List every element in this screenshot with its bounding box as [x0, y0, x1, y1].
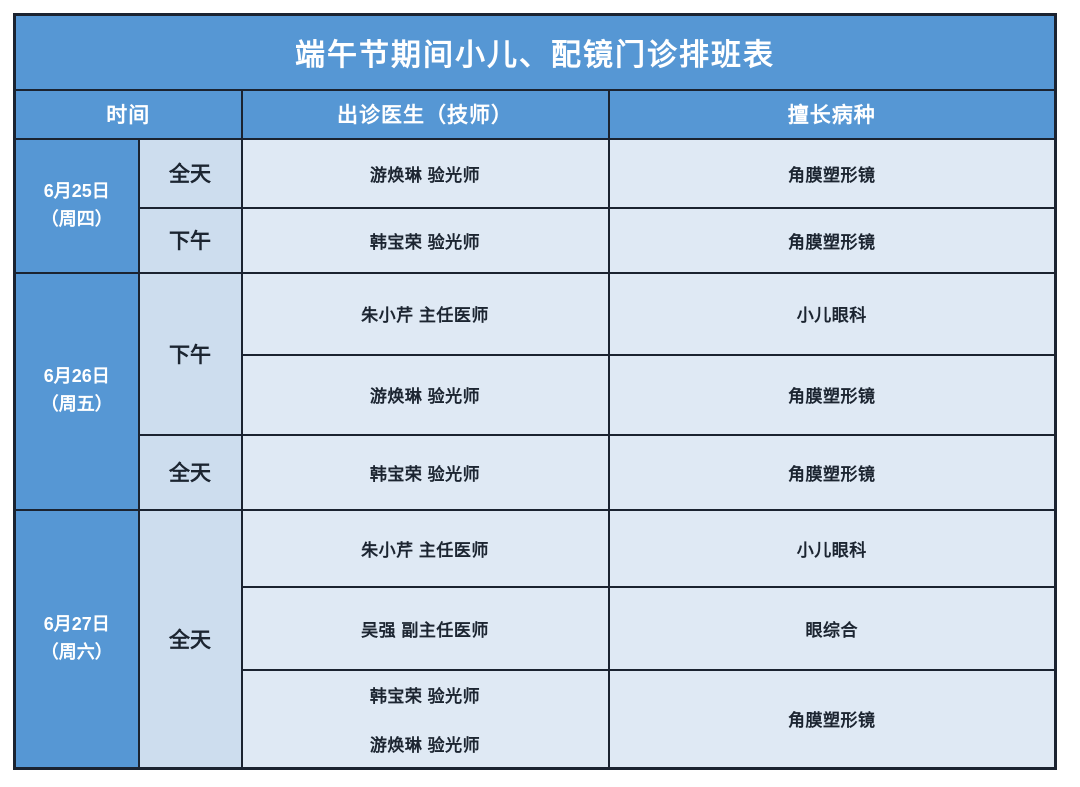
date-line2: （周四） — [40, 208, 113, 229]
specialty-cell: 角膜塑形镜 — [607, 353, 1057, 436]
time-cell: 下午 — [137, 271, 243, 436]
specialty-cell: 角膜塑形镜 — [607, 137, 1057, 209]
doctor-cell: 韩宝荣 验光师 — [240, 206, 610, 274]
doctor-cell: 游焕琳 验光师 — [240, 137, 610, 209]
table-row: 韩宝荣 验光师 游焕琳 验光师 角膜塑形镜 — [15, 668, 1057, 770]
doctor-cell: 朱小芹 主任医师 — [240, 508, 610, 588]
column-header-doctor: 出诊医生（技师） — [240, 88, 610, 140]
time-cell: 全天 — [137, 508, 243, 770]
time-cell: 下午 — [137, 206, 243, 274]
time-cell: 全天 — [137, 433, 243, 511]
specialty-cell: 角膜塑形镜 — [607, 668, 1057, 770]
table-row: 游焕琳 验光师 角膜塑形镜 — [15, 353, 1057, 436]
doctor-name-list: 韩宝荣 验光师 游焕琳 验光师 — [244, 682, 607, 756]
specialty-cell: 角膜塑形镜 — [607, 206, 1057, 274]
table-row: 全天 韩宝荣 验光师 角膜塑形镜 — [15, 433, 1057, 511]
date-cell-jun26: 6月26日 （周五） — [13, 271, 140, 511]
date-line1: 6月27日 — [43, 613, 110, 634]
doctor-cell: 朱小芹 主任医师 — [240, 271, 610, 356]
doctor-cell: 韩宝荣 验光师 — [240, 433, 610, 511]
doctor-name: 韩宝荣 验光师 — [369, 686, 481, 706]
column-header-specialty: 擅长病种 — [607, 88, 1057, 140]
date-line2: （周六） — [40, 641, 113, 662]
table-row: 下午 韩宝荣 验光师 角膜塑形镜 — [15, 206, 1057, 274]
schedule-table: 端午节期间小儿、配镜门诊排班表 时间 出诊医生（技师） 擅长病种 6月25日 （… — [13, 13, 1057, 770]
page-title: 端午节期间小儿、配镜门诊排班表 — [13, 13, 1057, 91]
specialty-cell: 小儿眼科 — [607, 508, 1057, 588]
specialty-cell: 眼综合 — [607, 585, 1057, 671]
table-row: 6月26日 （周五） 下午 朱小芹 主任医师 小儿眼科 — [13, 271, 1057, 511]
specialty-cell: 小儿眼科 — [607, 271, 1057, 356]
doctor-cell: 吴强 副主任医师 — [240, 585, 610, 671]
table-row: 6月27日 （周六） 全天 朱小芹 主任医师 小儿眼科 — [13, 508, 1057, 770]
date-line1: 6月25日 — [43, 180, 110, 201]
date-cell-jun27: 6月27日 （周六） — [13, 508, 140, 770]
schedule-table-container: 端午节期间小儿、配镜门诊排班表 时间 出诊医生（技师） 擅长病种 6月25日 （… — [13, 13, 1057, 770]
doctor-cell: 游焕琳 验光师 — [240, 353, 610, 436]
table-row: 6月25日 （周四） 全天 游焕琳 验光师 角膜塑形镜 — [13, 137, 1057, 274]
table-row: 吴强 副主任医师 眼综合 — [15, 585, 1057, 671]
date-cell-jun25: 6月25日 （周四） — [13, 137, 140, 274]
time-cell: 全天 — [137, 137, 243, 209]
specialty-cell: 角膜塑形镜 — [607, 433, 1057, 511]
doctor-name: 游焕琳 验光师 — [369, 735, 481, 755]
column-header-time: 时间 — [13, 88, 243, 140]
date-line2: （周五） — [40, 394, 113, 414]
date-line1: 6月26日 — [43, 366, 110, 387]
doctor-cell: 韩宝荣 验光师 游焕琳 验光师 — [240, 668, 610, 770]
